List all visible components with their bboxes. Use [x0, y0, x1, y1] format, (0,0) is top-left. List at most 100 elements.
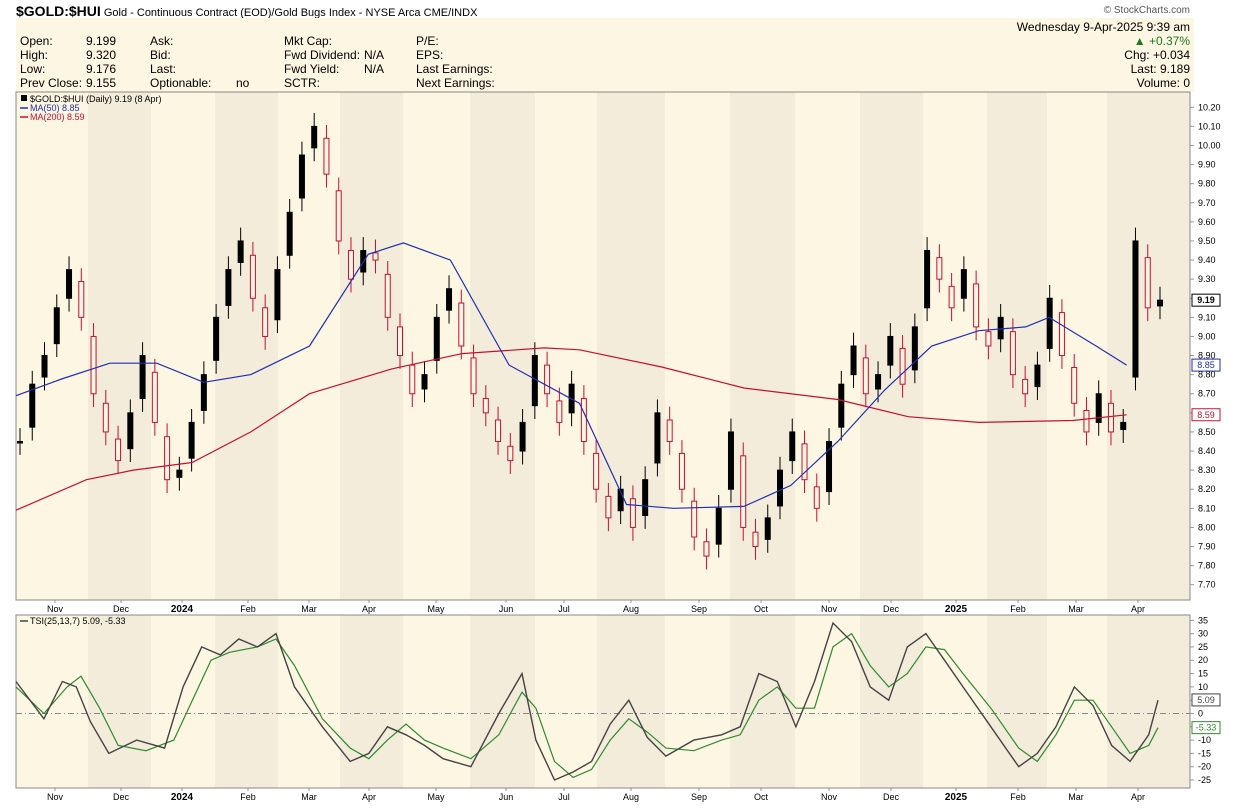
candle-body	[1144, 257, 1151, 309]
price-last-value: 9.19	[1197, 295, 1215, 305]
y-tick-label: -25	[1198, 775, 1211, 785]
y-tick-label: 9.30	[1198, 274, 1216, 284]
x-tick-label: Feb	[1010, 604, 1026, 614]
panel-border	[15, 91, 1191, 601]
candle-body	[764, 517, 771, 540]
price-legend-text: $GOLD:$HUI (Daily) 9.19 (8 Apr)	[30, 94, 162, 104]
month-band	[470, 615, 535, 788]
y-tick-label: 8.00	[1198, 522, 1216, 532]
candle-body	[862, 357, 869, 395]
panel-border	[15, 614, 1191, 789]
candle-body	[17, 440, 23, 444]
x-tick-label: Dec	[113, 604, 130, 614]
tsi-signal-last-value: -5.33	[1196, 723, 1217, 733]
candle-body	[495, 419, 502, 442]
tsi-panel: 35302520151050-5-10-15-20-25NovDec2024Fe…	[15, 614, 1221, 803]
month-band	[470, 92, 535, 600]
tsi-legend: TSI(25,13,7) 5.09, -5.33	[20, 616, 126, 626]
candle-body	[703, 541, 710, 557]
quote-open-value: 9.199	[86, 34, 117, 48]
month-band	[987, 615, 1047, 788]
candle-body	[225, 269, 232, 306]
x-tick-label: Apr	[1131, 604, 1145, 614]
month-band	[88, 615, 151, 788]
candle-body	[115, 438, 122, 462]
month-band	[340, 615, 403, 788]
y-tick-label: 10	[1198, 682, 1208, 692]
y-tick-label: 8.90	[1198, 351, 1216, 361]
candle-body	[629, 498, 636, 528]
candle-body	[617, 488, 624, 512]
y-tick-label: 25	[1198, 642, 1208, 652]
x-tick-label: Apr	[362, 792, 376, 802]
candle-body	[519, 421, 526, 452]
x-tick-label: Oct	[754, 792, 769, 802]
quote-datetime: Wednesday 9-Apr-2025 9:39 am	[1016, 20, 1190, 34]
candle-body	[1120, 421, 1127, 431]
month-band	[215, 92, 278, 600]
candle-body	[887, 335, 894, 366]
candle-body	[262, 307, 269, 337]
candle-body	[384, 273, 391, 318]
brand-credit: © StockCharts.com	[1103, 5, 1190, 16]
price-panel: 10.20 10.10 10.00 9.90 9.80 9.70 9.60 9.50 9.40 9…	[15, 91, 1221, 615]
candle-body	[911, 326, 918, 371]
candle-body	[470, 357, 477, 395]
quote-low-value: 9.176	[86, 62, 117, 76]
candle-body	[482, 398, 489, 414]
y-tick-label: 10.10	[1198, 121, 1221, 131]
candle-body	[642, 479, 649, 516]
price-last-value-box	[1191, 293, 1221, 307]
quote-next-earnings-label: Next Earnings:	[416, 76, 495, 90]
x-tick-label: Mar	[301, 604, 317, 614]
y-tick-label: 9.80	[1198, 179, 1216, 189]
candle-body	[1022, 378, 1029, 395]
y-tick-label: 20	[1198, 655, 1208, 665]
candle-body	[826, 440, 833, 493]
y-tick-label: 9.40	[1198, 255, 1216, 265]
quote-last-label: Last:	[150, 62, 177, 76]
tsi-last-value-box	[1191, 693, 1221, 707]
x-tick-label: Feb	[1010, 792, 1026, 802]
quote-eps-label: EPS:	[416, 48, 444, 62]
candle-body	[213, 316, 220, 361]
x-tick-label: Feb	[240, 792, 256, 802]
candle-body	[936, 257, 943, 280]
candle-body	[899, 347, 906, 385]
candle-body	[409, 364, 416, 395]
price-legend: $GOLD:$HUI (Daily) 9.19 (8 Apr) MA(50) 8…	[20, 94, 162, 122]
y-tick-label: 8.70	[1198, 389, 1216, 399]
candle-body	[948, 285, 955, 309]
x-tick-label: Jul	[558, 604, 570, 614]
x-tick-label: 2024	[171, 792, 194, 803]
x-tick-label: May	[427, 792, 445, 802]
y-tick-label: -10	[1198, 735, 1211, 745]
candle-body	[875, 374, 882, 390]
candle-body	[556, 400, 563, 423]
exchange: CME/INDX	[423, 7, 478, 19]
y-tick-label: 8.50	[1198, 427, 1216, 437]
candle-body	[53, 307, 60, 345]
candle-body	[286, 211, 293, 256]
y-tick-label: 9.70	[1198, 198, 1216, 208]
y-tick-label: 15	[1198, 669, 1208, 679]
candle-body	[237, 240, 244, 263]
candle-body	[1034, 364, 1041, 388]
tsi-legend-text: TSI(25,13,7) 5.09, -5.33	[30, 616, 126, 626]
candle-body	[740, 455, 747, 528]
month-band	[987, 92, 1047, 600]
y-tick-label: 8.40	[1198, 446, 1216, 456]
candle-body	[66, 269, 73, 299]
candle-body	[654, 412, 661, 464]
x-tick-label: Aug	[623, 604, 639, 614]
month-band	[88, 92, 151, 600]
candle-body	[41, 355, 48, 378]
candle-body	[78, 281, 85, 318]
quote-pe-label: P/E:	[416, 34, 439, 48]
quote-open-label: Open:	[20, 34, 53, 48]
candle-body	[1107, 402, 1114, 433]
y-tick-label: 7.90	[1198, 542, 1216, 552]
x-tick-label: Aug	[623, 792, 639, 802]
candle-body	[666, 419, 673, 442]
month-band	[730, 615, 795, 788]
